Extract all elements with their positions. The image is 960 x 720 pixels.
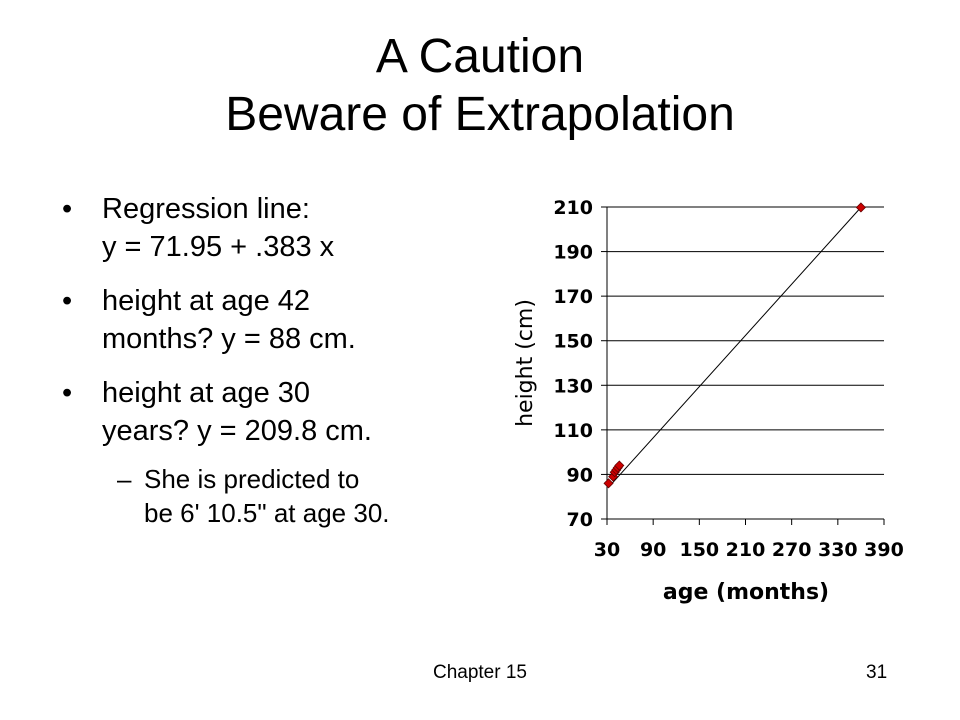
bullet-text-line: months? y = 88 cm.	[102, 323, 356, 355]
footer-chapter: Chapter 15	[432, 662, 527, 683]
y-tick-label: 190	[553, 242, 593, 264]
bullet-text-line: Regression line:	[102, 193, 310, 225]
x-tick-label: 270	[772, 539, 812, 561]
x-tick-label: 30	[594, 539, 620, 561]
sub-bullet-prediction: – She is predicted to be 6' 10.5" at age…	[62, 462, 492, 530]
bullet-list: • Regression line: y = 71.95 + .383 x • …	[62, 190, 492, 530]
sub-bullet-dash: –	[117, 464, 132, 494]
x-tick-label: 90	[640, 539, 666, 561]
title-line-2: Beware of Extrapolation	[225, 88, 735, 141]
sub-bullet-text-line: She is predicted to	[144, 464, 360, 494]
scatter-chart: 70 90 110 130 150 170 190 210 30 90 150 210 270 330 39…	[513, 197, 904, 605]
y-axis-label: height (cm)	[513, 299, 538, 427]
x-axis-label: age (months)	[663, 580, 829, 605]
bullet-dot: •	[62, 285, 73, 317]
title-line-1: A Caution	[375, 30, 585, 83]
y-tick-label: 130	[553, 375, 593, 397]
bullet-height-42: • height at age 42 months? y = 88 cm.	[62, 282, 492, 358]
bullet-text-line: height at age 42	[102, 285, 311, 317]
y-tick-label: 210	[553, 197, 593, 219]
bullet-height-30: • height at age 30 years? y = 209.8 cm.	[62, 374, 492, 450]
bullet-text-line: height at age 30	[102, 377, 311, 409]
y-tick-label: 170	[553, 286, 593, 308]
y-tick-label: 110	[553, 420, 593, 442]
data-point	[855, 202, 866, 213]
y-tick-label: 90	[567, 464, 593, 486]
bullet-regression: • Regression line: y = 71.95 + .383 x	[62, 190, 492, 266]
x-tick-label: 210	[726, 539, 766, 561]
slide-title: A Caution Beware of Extrapolation	[0, 28, 960, 144]
data-point	[614, 460, 625, 471]
bullet-dot: •	[62, 377, 73, 409]
regression-line	[608, 207, 862, 488]
bullet-text-line: y = 71.95 + .383 x	[102, 231, 335, 263]
bullet-dot: •	[62, 193, 73, 225]
footer-page-number: 31	[866, 662, 888, 683]
y-tick-label: 70	[567, 509, 593, 531]
data-point	[603, 478, 614, 489]
bullet-text-line: years? y = 209.8 cm.	[102, 415, 372, 447]
y-tick-label: 150	[553, 331, 593, 353]
x-tick-label: 330	[818, 539, 858, 561]
x-tick-label: 150	[679, 539, 719, 561]
x-tick-label: 390	[864, 539, 904, 561]
sub-bullet-text-line: be 6' 10.5" at age 30.	[144, 498, 390, 528]
